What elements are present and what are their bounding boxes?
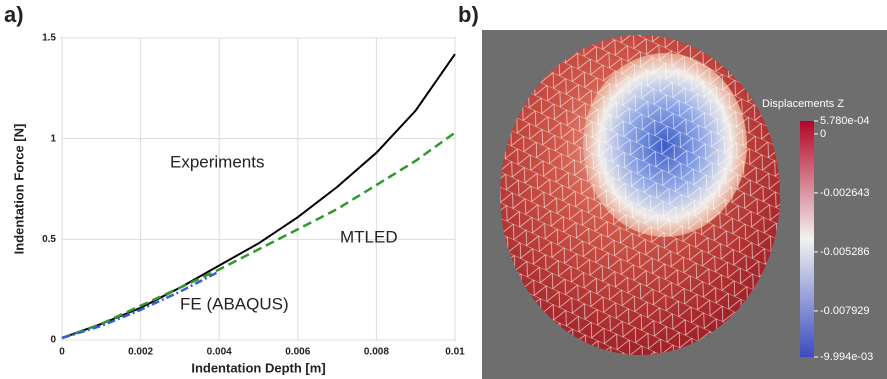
colorbar-title: Displacements Z bbox=[762, 98, 844, 110]
colorbar-tick-label: -0.002643 bbox=[820, 187, 870, 199]
panel-label: a) bbox=[4, 2, 24, 27]
colorbar-tick-label: 0 bbox=[820, 128, 826, 140]
panel-label: b) bbox=[458, 2, 479, 27]
x-tick-label: 0.002 bbox=[128, 347, 153, 358]
x-tick-label: 0.008 bbox=[364, 347, 389, 358]
colorbar-tick-label: -9.994e-03 bbox=[820, 351, 873, 363]
cavity-mesh bbox=[583, 53, 747, 237]
colorbar bbox=[800, 121, 814, 357]
series-annotation: FE (ABAQUS) bbox=[180, 294, 289, 313]
figure: a) 0 0.002 0.004 0.006 0.008 0.01 0 0.5 1 1.5 Inden… bbox=[0, 0, 887, 379]
x-tick-label: 0.006 bbox=[285, 347, 310, 358]
x-tick-label: 0.01 bbox=[445, 347, 465, 358]
y-tick-label: 1 bbox=[50, 133, 56, 144]
series-annotation: MTLED bbox=[340, 227, 398, 246]
colorbar-tick-label: -0.007929 bbox=[820, 305, 870, 317]
x-axis-label: Indentation Depth [m] bbox=[191, 360, 325, 375]
colorbar-tick-label: 5.780e-04 bbox=[820, 115, 870, 127]
y-axis-label: Indentation Force [N] bbox=[11, 124, 26, 255]
series-annotation: Experiments bbox=[170, 152, 264, 171]
x-tick-label: 0.004 bbox=[207, 347, 232, 358]
x-tick-label: 0 bbox=[59, 347, 65, 358]
y-tick-label: 0.5 bbox=[42, 234, 56, 245]
y-tick-label: 1.5 bbox=[42, 33, 56, 44]
y-tick-label: 0 bbox=[50, 335, 56, 346]
colorbar-tick-label: -0.005286 bbox=[820, 246, 870, 258]
